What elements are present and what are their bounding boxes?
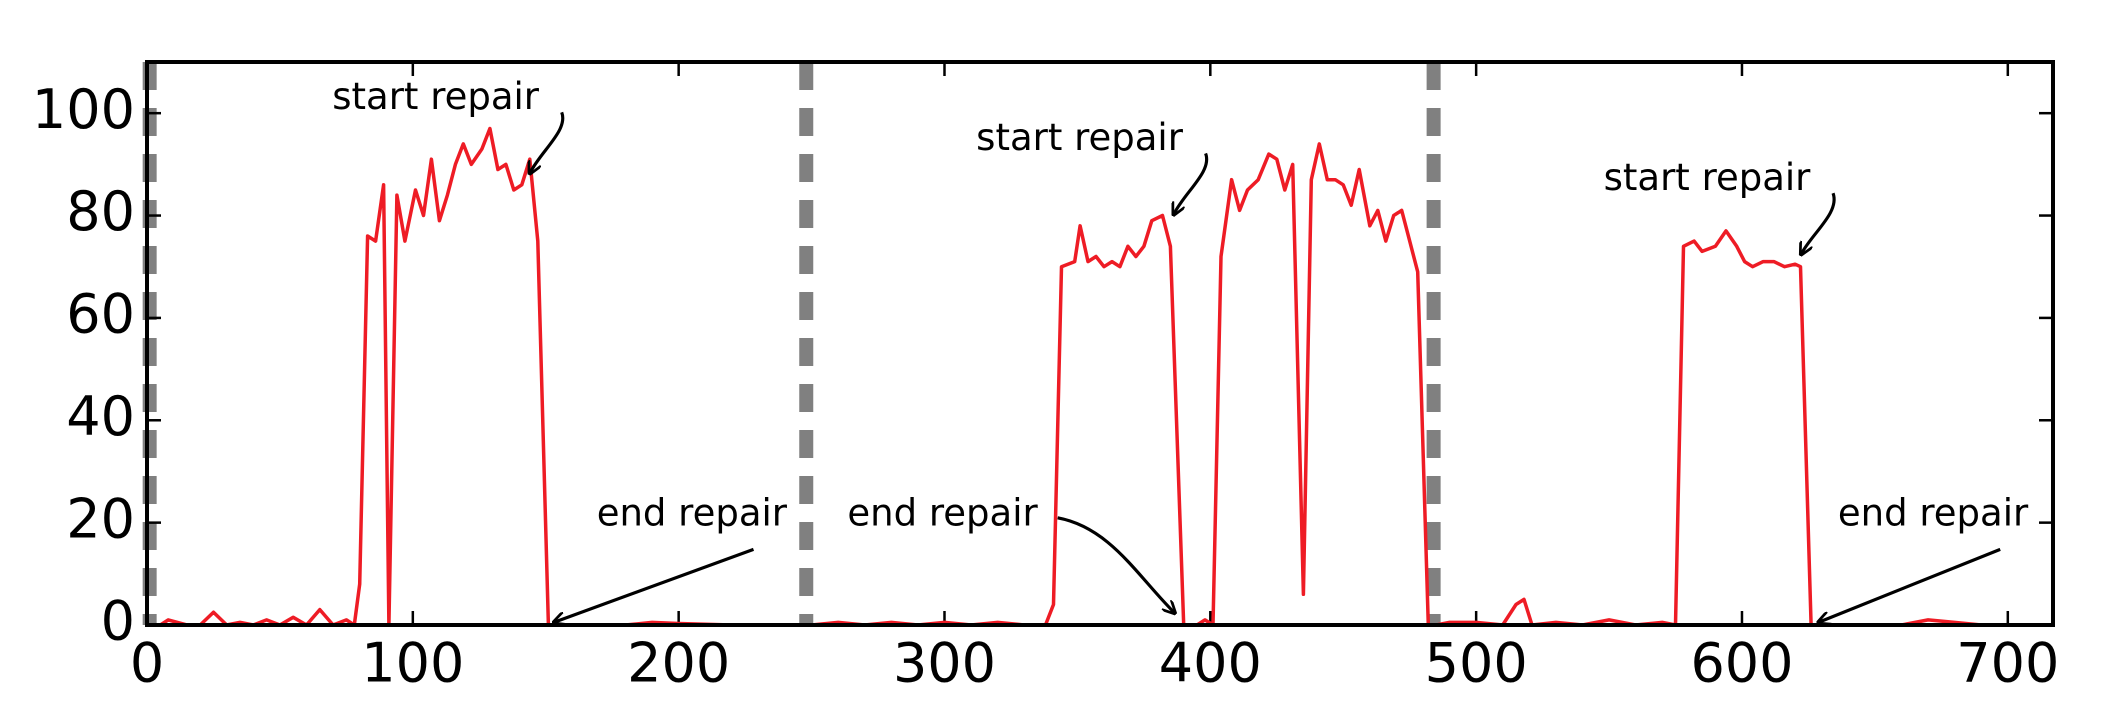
y-tick-label: 20 (66, 487, 135, 550)
x-tick-label: 200 (627, 632, 730, 695)
y-tick-label: 40 (66, 385, 135, 448)
x-tick-label: 700 (1956, 632, 2059, 695)
y-tick-label: 80 (66, 180, 135, 243)
annotation-text: end repair (1838, 492, 2029, 535)
annotation-arrow (530, 111, 565, 172)
y-tick-label: 100 (32, 78, 135, 141)
annotation-text: start repair (1604, 156, 1812, 199)
plot-frame (145, 60, 2055, 627)
y-tick-label: 0 (101, 590, 135, 653)
x-tick-label: 500 (1425, 632, 1528, 695)
annotation-arrow (555, 547, 755, 622)
annotation-text: end repair (847, 492, 1038, 535)
annotation-text: start repair (976, 116, 1184, 159)
x-tick-label: 400 (1159, 632, 1262, 695)
data-line (147, 126, 2048, 627)
x-tick-label: 600 (1690, 632, 1793, 695)
y-tick-label: 60 (66, 283, 135, 346)
annotation-arrow (1819, 547, 2001, 622)
x-tick-label: 100 (361, 632, 464, 695)
annotation-arrow (1802, 192, 1836, 253)
annotation-arrow (1057, 516, 1174, 613)
annotation-text: start repair (332, 75, 540, 118)
annotation-arrow (1174, 152, 1209, 213)
x-tick-label: 300 (893, 632, 996, 695)
x-tick-label: 0 (130, 632, 164, 695)
annotation-text: end repair (597, 492, 788, 535)
